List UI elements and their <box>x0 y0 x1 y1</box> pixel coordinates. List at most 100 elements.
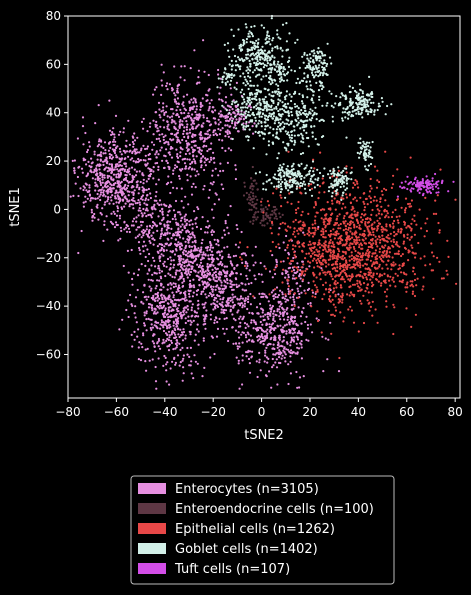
scatter-point <box>218 92 221 95</box>
scatter-point <box>275 286 279 289</box>
scatter-point <box>316 227 320 230</box>
scatter-point <box>154 195 157 198</box>
scatter-point <box>211 246 215 249</box>
scatter-point <box>195 258 198 261</box>
scatter-point <box>148 240 151 243</box>
scatter-point <box>356 182 359 185</box>
scatter-point <box>133 338 136 341</box>
scatter-point <box>360 254 363 257</box>
scatter-point <box>344 251 347 254</box>
scatter-point <box>255 182 258 185</box>
scatter-point <box>166 327 169 330</box>
scatter-point <box>137 328 140 331</box>
scatter-point <box>142 117 145 120</box>
scatter-point <box>134 202 137 205</box>
scatter-point <box>197 76 200 79</box>
scatter-point <box>205 225 208 229</box>
scatter-point <box>138 151 141 154</box>
scatter-point <box>259 315 262 318</box>
scatter-point <box>388 237 391 240</box>
scatter-point <box>321 252 324 255</box>
scatter-point <box>364 267 367 270</box>
scatter-point <box>295 342 298 345</box>
scatter-point <box>320 118 323 121</box>
scatter-point <box>192 120 195 123</box>
scatter-point <box>220 308 223 311</box>
scatter-point <box>142 302 145 305</box>
scatter-point <box>262 75 265 78</box>
scatter-point <box>144 147 147 151</box>
scatter-point <box>357 260 360 263</box>
scatter-point <box>306 88 309 91</box>
scatter-point <box>205 246 208 249</box>
scatter-point <box>190 193 194 196</box>
scatter-point <box>266 332 269 335</box>
scatter-point <box>316 319 320 323</box>
scatter-point <box>195 216 198 219</box>
scatter-point <box>211 336 214 339</box>
scatter-point <box>318 239 321 242</box>
scatter-point <box>369 238 373 242</box>
scatter-point <box>178 234 181 237</box>
scatter-point <box>99 171 102 174</box>
scatter-point <box>207 73 210 77</box>
scatter-point <box>336 281 339 285</box>
scatter-point <box>363 206 367 209</box>
scatter-point <box>360 302 363 305</box>
scatter-point <box>137 199 140 202</box>
scatter-point <box>236 227 239 231</box>
scatter-point <box>274 361 277 364</box>
scatter-point <box>205 309 208 312</box>
scatter-point <box>302 61 305 64</box>
scatter-point <box>350 214 353 217</box>
scatter-point <box>366 203 369 206</box>
scatter-point <box>385 223 388 226</box>
scatter-point <box>169 263 172 266</box>
scatter-point <box>340 264 343 268</box>
scatter-point <box>128 230 131 234</box>
scatter-point <box>264 38 267 41</box>
scatter-point <box>298 66 301 69</box>
scatter-point <box>99 174 102 177</box>
scatter-point <box>410 325 413 328</box>
scatter-point <box>335 274 338 277</box>
scatter-point <box>206 130 209 133</box>
scatter-point <box>306 327 310 330</box>
scatter-point <box>124 178 127 181</box>
scatter-point <box>93 150 96 153</box>
scatter-point <box>153 345 156 348</box>
scatter-point <box>178 364 181 367</box>
scatter-point <box>375 229 378 232</box>
scatter-point <box>257 51 260 54</box>
scatter-point <box>258 115 261 118</box>
scatter-point <box>168 128 171 131</box>
scatter-point <box>234 329 238 332</box>
scatter-point <box>133 330 136 333</box>
scatter-point <box>147 198 150 201</box>
scatter-point <box>292 351 295 354</box>
scatter-point <box>307 302 310 305</box>
scatter-point <box>96 163 99 166</box>
scatter-point <box>378 265 381 268</box>
scatter-point <box>329 273 333 276</box>
scatter-point <box>181 297 184 300</box>
scatter-point <box>241 383 244 386</box>
scatter-point <box>195 289 198 292</box>
scatter-point <box>302 242 305 245</box>
scatter-point <box>220 284 223 287</box>
scatter-point <box>248 269 251 272</box>
scatter-point <box>184 268 187 271</box>
scatter-point <box>313 253 317 257</box>
scatter-point <box>200 152 203 156</box>
scatter-point <box>257 41 260 45</box>
scatter-point <box>208 224 211 227</box>
scatter-point <box>348 216 351 219</box>
scatter-point <box>323 220 326 223</box>
scatter-point <box>323 62 327 65</box>
scatter-point <box>157 339 161 342</box>
scatter-point <box>326 62 329 66</box>
scatter-point <box>179 275 182 278</box>
scatter-point <box>385 240 388 243</box>
scatter-point <box>135 228 138 231</box>
scatter-point <box>376 245 379 248</box>
